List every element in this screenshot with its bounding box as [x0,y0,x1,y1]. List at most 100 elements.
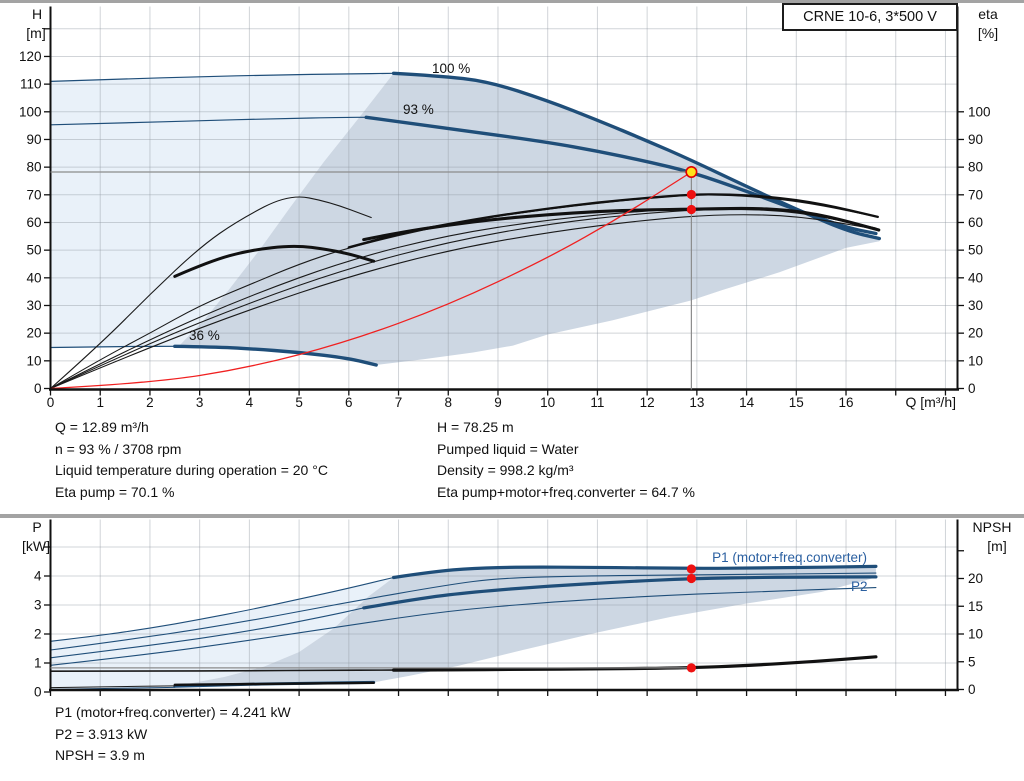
y-left-tick-label: 120 [19,49,42,64]
qh-chart-envelopes [50,73,880,366]
npsh-thin [49,669,395,672]
y-right-tick-label: 20 [968,571,983,586]
eta-axis-unit: [%] [978,25,998,41]
x-tick-label: 8 [445,395,453,410]
envelope-dark [177,73,880,366]
x-tick-label: 1 [96,395,104,410]
y-left-tick-label: 60 [26,215,41,230]
y-left-tick-label: 50 [26,243,41,258]
qh-chart-axes: 0 1 2 3 4 5 6 7 8 9 10 11 12 13 14 15 160102030405060708… [19,6,991,410]
system-curve-red [49,171,693,390]
eta-axis-label: eta [978,6,998,22]
info-line: H = 78.25 m [437,419,514,435]
h-axis-unit: [m] [26,25,45,41]
x-tick-label: 11 [590,395,604,410]
y-right-tick-label: 50 [968,243,983,258]
speed-93-thin [49,116,367,126]
envelope-light [50,73,394,348]
npsh-axis-label: NPSH [973,519,1012,535]
y-right-tick-label: 0 [968,381,976,396]
qh-chart-gridlines [50,6,958,390]
speed-36-thick [173,344,378,367]
y-left-tick-label: 0 [34,685,42,700]
y-left-tick-label: 70 [26,187,41,202]
p2-thick [362,575,878,610]
info-line: Q = 12.89 m³/h [55,419,149,435]
p1-thin [49,576,395,642]
y-right-tick-label: 80 [968,160,983,175]
p2-thin [49,607,365,659]
speed-36-label: 36 % [189,328,220,343]
y-left-tick-label: 80 [26,160,41,175]
top-separator [0,0,1024,3]
y-right-tick-label: 0 [968,682,976,697]
info-line: P2 = 3.913 kW [55,725,148,742]
p-axis-unit: [kW] [22,538,50,554]
info-line: P1 (motor+freq.converter) = 4.241 kW [55,704,291,720]
x-tick-label: 9 [494,395,502,410]
y-right-tick-label: 90 [968,132,983,147]
info-line: NPSH = 3.9 m [55,747,145,763]
op-eta-total-dot [686,204,696,215]
eta-36-thick [173,244,376,278]
op-p1-dot [686,564,696,574]
op-eta-pump-dot [686,189,696,200]
p1-curve-label: P1 (motor+freq.converter) [712,550,867,565]
eta-fan-4 [49,214,877,390]
speed-100-label: 100 % [432,61,470,76]
x-tick-label: 0 [47,395,55,410]
y-right-tick-label: 100 [968,104,991,119]
y-right-tick-label: 30 [968,298,983,313]
p-thin-2 [49,572,877,651]
y-left-tick-label: 2 [34,627,42,642]
info-line: Eta pump+motor+freq.converter = 64.7 % [437,483,695,500]
x-tick-label: 12 [640,395,655,410]
p-envelope-light [50,577,394,690]
y-right-tick-label: 10 [968,627,983,642]
y-left-tick-label: 4 [34,569,42,584]
x-tick-label: 7 [395,395,403,410]
y-right-tick-label: 40 [968,270,983,285]
power-chart-curves [49,564,878,690]
h-axis-label: H [32,6,42,22]
y-left-tick-label: 110 [20,77,42,92]
info-line: n = 93 % / 3708 rpm [55,440,182,457]
eta-total-thick [362,206,881,242]
op-npsh-dot [686,663,696,673]
p-axis-label: P [32,519,41,535]
npsh-36-thin [50,685,176,689]
duty-info-right: H = 78.25 m Pumped liquid = Water Densit… [437,417,695,503]
op-p2-dot [686,573,696,584]
info-line: Pumped liquid = Water [437,440,579,457]
p2-curve-label: P2 [851,579,868,594]
eta-peaked-thin [49,196,372,390]
x-tick-label: 13 [689,395,704,410]
power-chart-operating-point [50,564,696,673]
y-left-tick-label: 0 [34,381,42,396]
op-duty-point [685,165,698,178]
y-left-tick-label: 100 [19,104,42,119]
y-left-tick-label: 30 [26,298,41,313]
middle-separator [0,514,1024,518]
p1-thick [392,564,878,580]
x-tick-label: 3 [196,395,204,410]
qh-chart-curves [49,71,881,390]
npsh-36-thick [173,681,375,686]
y-right-tick-label: 5 [968,654,976,669]
y-left-tick-label: 3 [34,598,42,613]
q-axis-label: Q [m³/h] [905,394,956,410]
info-line: Density = 998.2 kg/m³ [437,462,574,478]
npsh-axis-unit: [m] [987,538,1006,554]
x-tick-label: 4 [246,395,254,410]
x-tick-label: 15 [789,395,804,410]
info-line: Eta pump = 70.1 % [55,483,175,500]
y-left-tick-label: 40 [26,270,41,285]
x-tick-label: 6 [345,395,353,410]
qh-chart-operating-point [50,165,698,390]
speed-93-label: 93 % [403,102,434,117]
y-left-tick-label: 10 [26,353,41,368]
speed-36-thin [49,345,176,349]
y-right-tick-label: 15 [968,599,983,614]
power-info: P1 (motor+freq.converter) = 4.241 kW P2 … [55,702,291,767]
